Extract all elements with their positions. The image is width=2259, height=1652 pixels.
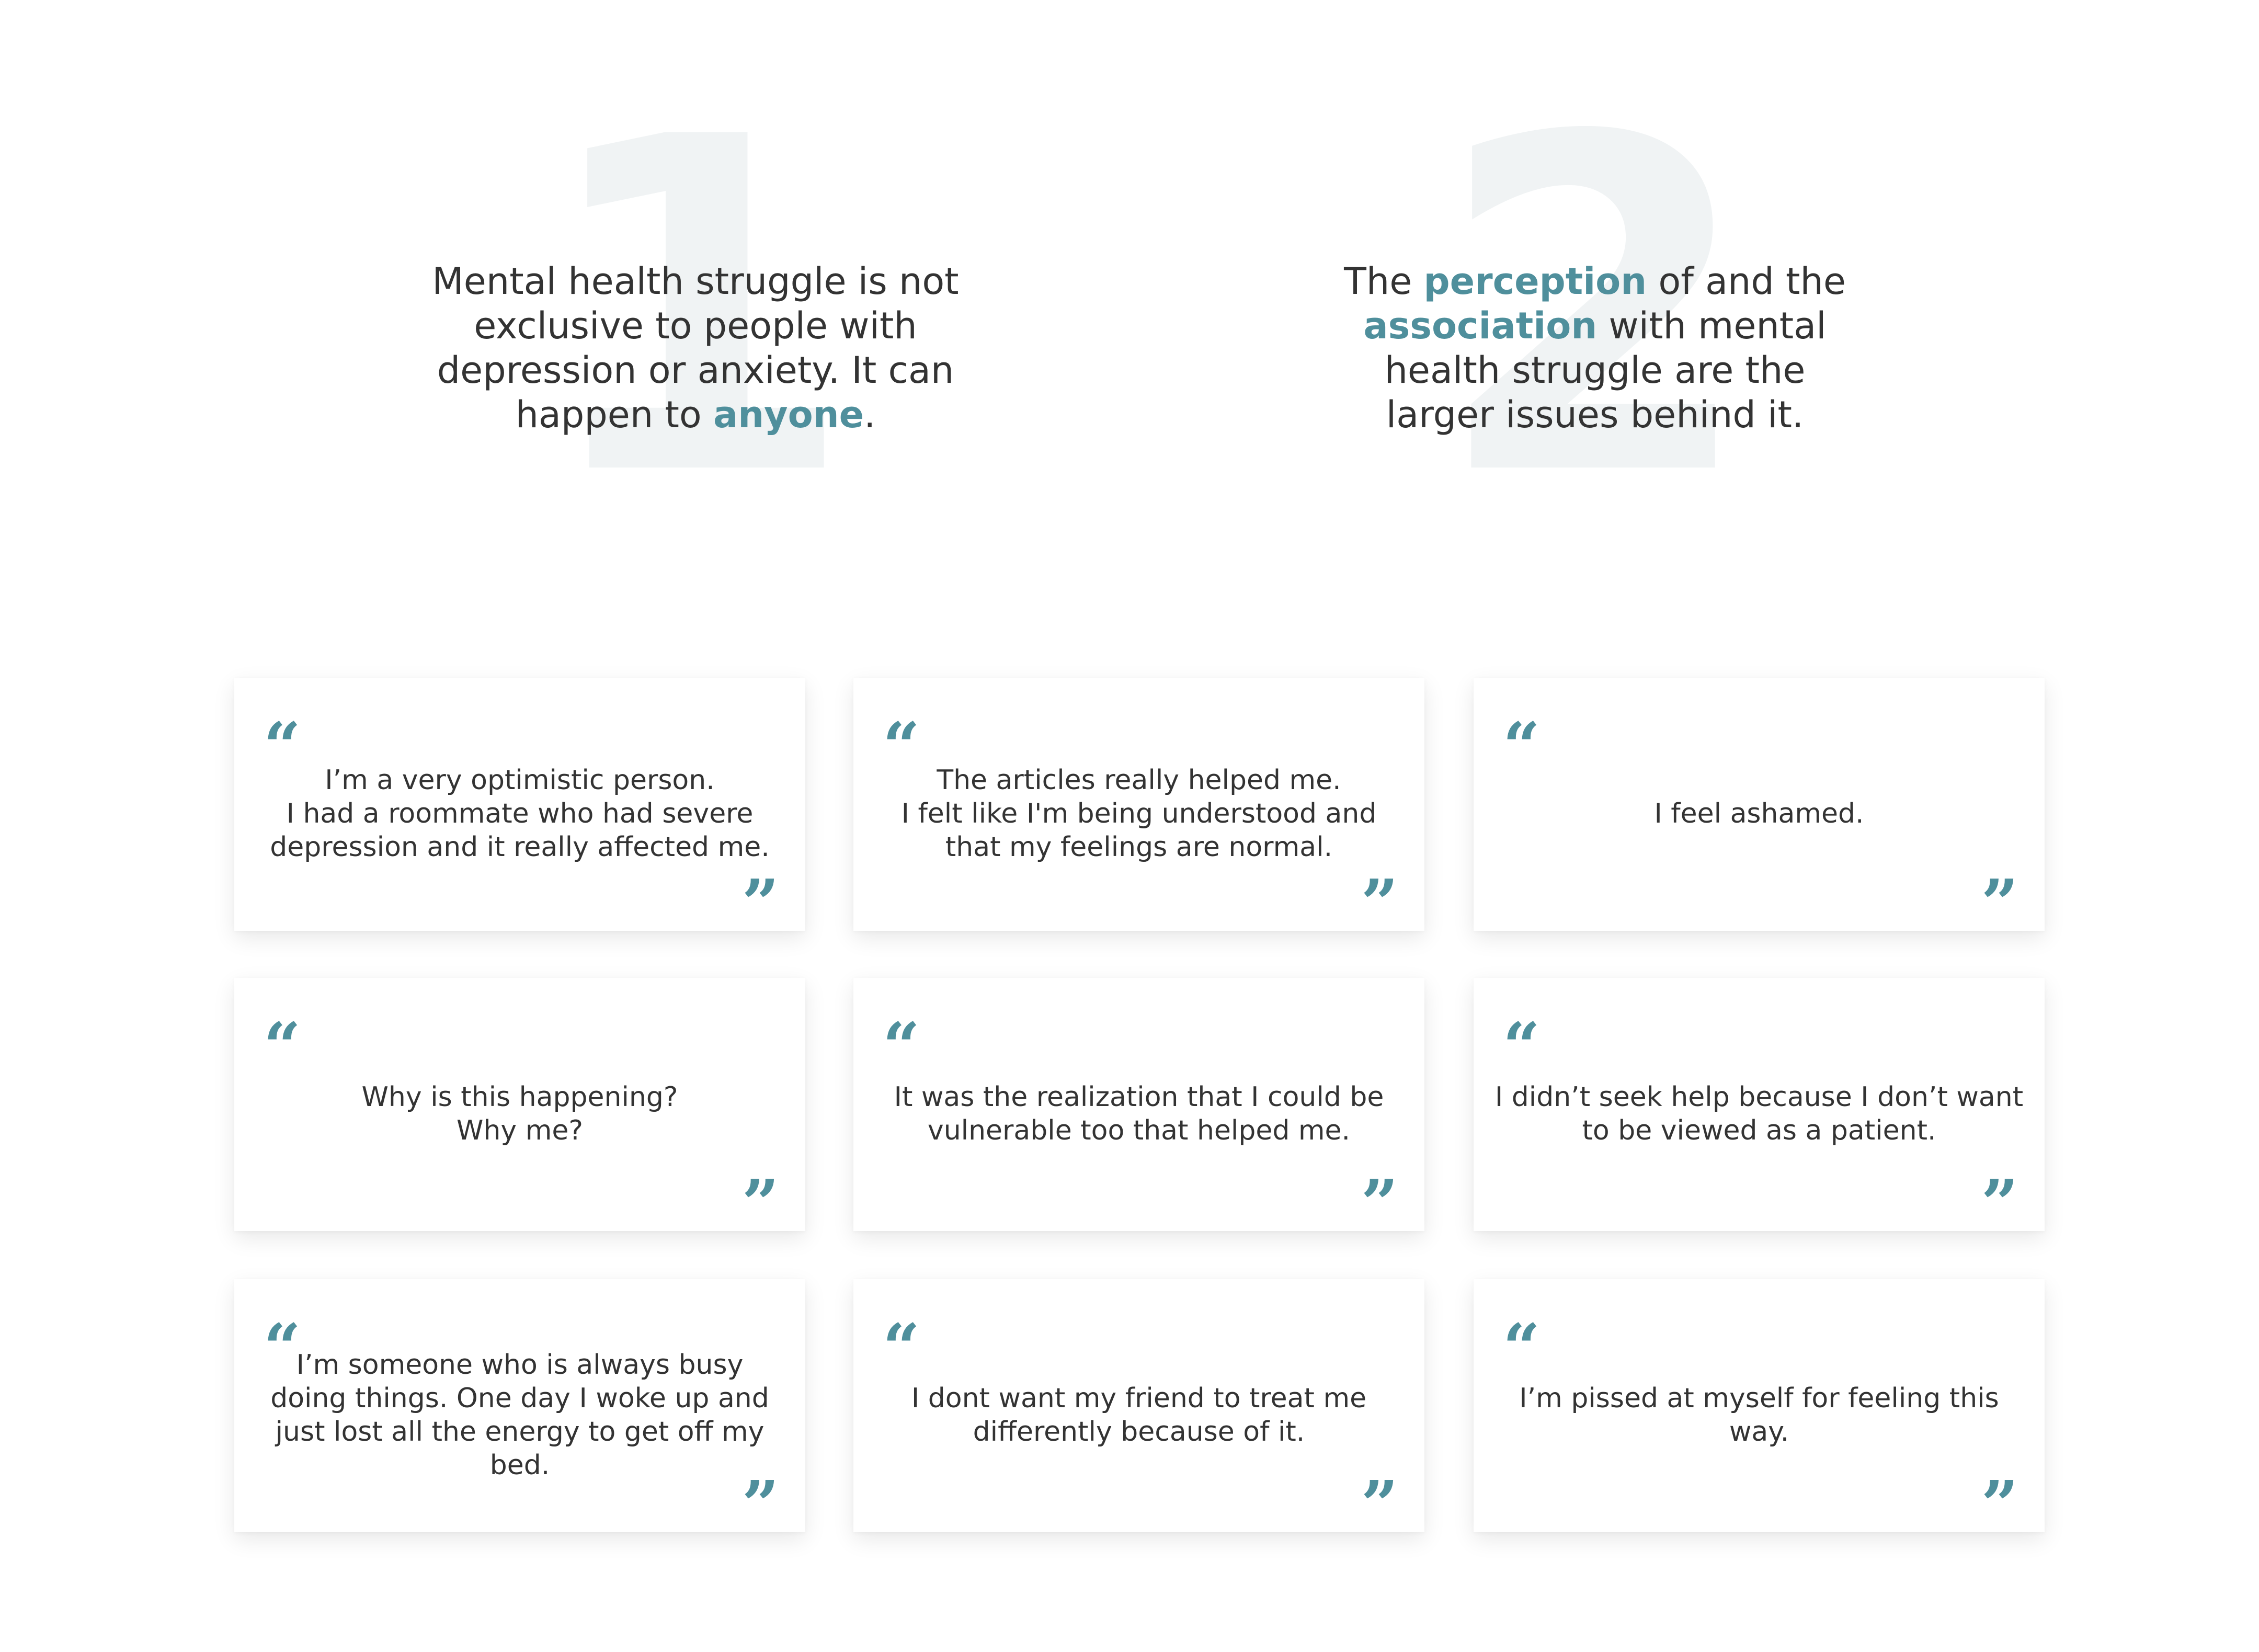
insight-number-1: 1 [535,40,856,576]
quote-card: “ The articles really helped me. I felt … [853,678,1424,931]
open-quote-icon: “ [1503,714,1540,751]
open-quote-icon: “ [1503,1015,1540,1051]
open-quote-icon: “ [1503,1316,1540,1352]
quote-card: “ I feel ashamed. ” [1474,678,2045,931]
insight-2-text-before: The [1344,260,1424,303]
insight-number-2: 2 [1434,40,1755,576]
insight-2-highlight-association: association [1363,304,1598,347]
close-quote-icon: ” [742,1473,779,1509]
insight-text-1: Mental health struggle is not exclusive … [429,259,962,437]
close-quote-icon: ” [1981,871,2018,908]
quote-text: The articles really helped me. I felt li… [901,765,1377,863]
insight-1-text-before: Mental health struggle is not exclusive … [432,260,959,436]
open-quote-icon: “ [264,1316,301,1352]
close-quote-icon: ” [1361,1171,1398,1208]
insight-2: 2 The perception of and the association … [1302,78,1888,539]
quote-text: I’m pissed at myself for feeling this wa… [1519,1383,1999,1448]
quote-card: “ I dont want my friend to treat me diff… [853,1279,1424,1532]
quote-card: “ I’m a very optimistic person. I had a … [234,678,805,931]
close-quote-icon: ” [1361,871,1398,908]
quote-text: I’m a very optimistic person. I had a ro… [270,765,770,863]
quote-text: Why is this happening? Why me? [361,1081,678,1146]
insight-2-text-middle: of and the [1647,260,1846,303]
open-quote-icon: “ [883,1316,920,1352]
close-quote-icon: ” [1361,1473,1398,1509]
close-quote-icon: ” [742,1171,779,1208]
quote-text: I dont want my friend to treat me differ… [911,1383,1367,1448]
open-quote-icon: “ [883,1015,920,1051]
close-quote-icon: ” [742,871,779,908]
quote-card: “ It was the realization that I could be… [853,978,1424,1231]
quote-card: “ Why is this happening? Why me? ” [234,978,805,1231]
insight-1-text-after: . [864,393,876,436]
insight-1: 1 Mental health struggle is not exclusiv… [403,78,988,539]
insight-2-text-after: with mental health struggle are the larg… [1384,304,1827,436]
open-quote-icon: “ [264,1015,301,1051]
insight-1-highlight: anyone [713,393,864,436]
quote-card: “ I’m pissed at myself for feeling this … [1474,1279,2045,1532]
open-quote-icon: “ [264,714,301,751]
insight-text-2: The perception of and the association wi… [1328,259,1862,437]
quote-text: I didn’t seek help because I don’t want … [1494,1081,2024,1146]
insight-2-highlight-perception: perception [1423,260,1647,303]
close-quote-icon: ” [1981,1473,2018,1509]
quote-card: “ I didn’t seek help because I don’t wan… [1474,978,2045,1231]
quote-text: I’m someone who is always busy doing thi… [270,1349,769,1481]
close-quote-icon: ” [1981,1171,2018,1208]
quote-card: “ I’m someone who is always busy doing t… [234,1279,805,1532]
open-quote-icon: “ [883,714,920,751]
quote-text: I feel ashamed. [1654,798,1864,829]
quote-text: It was the realization that I could be v… [894,1081,1384,1146]
